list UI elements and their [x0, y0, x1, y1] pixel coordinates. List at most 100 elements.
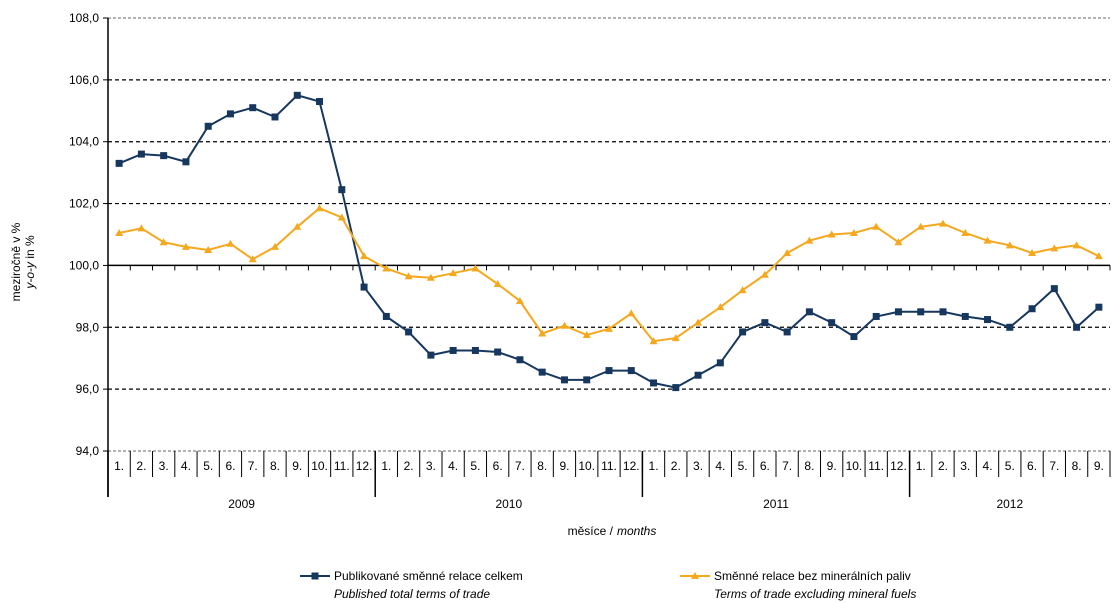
data-point-published — [605, 367, 613, 375]
month-label: 12. — [623, 459, 640, 473]
month-label: 3. — [960, 459, 970, 473]
data-point-published — [694, 371, 702, 379]
y-axis-title-en-italic: y-o-y — [23, 261, 37, 290]
data-point-published — [382, 312, 390, 320]
year-label: 2009 — [228, 497, 255, 511]
series-line-excl-fuels — [118, 207, 1100, 343]
data-point-published — [739, 328, 747, 336]
data-point-published — [226, 110, 234, 118]
data-point-excl-fuels — [894, 238, 903, 246]
data-point-published — [516, 356, 524, 364]
y-tick-label: 94,0 — [76, 444, 100, 458]
data-point-excl-fuels — [315, 204, 324, 212]
month-label: 4. — [715, 459, 725, 473]
month-label: 7. — [782, 459, 792, 473]
data-point-published — [271, 113, 279, 121]
data-point-excl-fuels — [360, 252, 369, 260]
data-point-published — [894, 308, 902, 316]
month-label: 11. — [601, 459, 617, 473]
y-tick-label: 98,0 — [76, 320, 100, 334]
y-tick-label: 102,0 — [69, 197, 99, 211]
month-label: 10. — [846, 459, 863, 473]
month-label: 3. — [693, 459, 703, 473]
data-point-excl-fuels — [849, 228, 858, 236]
data-point-published — [850, 333, 858, 341]
data-point-excl-fuels — [582, 331, 591, 339]
y-tick-label: 106,0 — [69, 73, 99, 87]
month-label: 11. — [334, 459, 350, 473]
data-point-excl-fuels — [538, 329, 547, 337]
month-label: 12. — [356, 459, 373, 473]
data-point-excl-fuels — [271, 242, 279, 250]
data-point-published — [783, 328, 791, 336]
data-point-published — [249, 104, 257, 112]
month-label: 9. — [1094, 459, 1104, 473]
month-label: 1. — [649, 459, 659, 473]
data-point-excl-fuels — [916, 222, 925, 230]
month-label: 2. — [671, 459, 681, 473]
month-label: 2. — [136, 459, 146, 473]
month-label: 7. — [515, 459, 525, 473]
data-point-excl-fuels — [449, 269, 458, 277]
month-label: 9. — [292, 459, 302, 473]
data-point-excl-fuels — [404, 272, 413, 280]
data-point-published — [1006, 323, 1014, 331]
x-axis-title-en: months — [617, 524, 656, 538]
month-label: 6. — [493, 459, 503, 473]
data-point-published — [360, 283, 368, 291]
month-label: 7. — [248, 459, 258, 473]
data-point-published — [1028, 305, 1036, 313]
y-tick-label: 108,0 — [69, 11, 99, 25]
data-point-excl-fuels — [671, 334, 680, 342]
data-point-published — [1050, 285, 1058, 293]
data-point-excl-fuels — [159, 238, 168, 246]
data-point-excl-fuels — [515, 296, 524, 304]
data-point-published — [405, 328, 413, 336]
data-point-published — [805, 308, 813, 316]
data-point-excl-fuels — [248, 255, 257, 263]
month-label: 12. — [890, 459, 907, 473]
month-label: 4. — [448, 459, 458, 473]
data-point-excl-fuels — [1028, 249, 1037, 257]
month-label: 7. — [1049, 459, 1059, 473]
y-axis-title-en: y-o-y in % — [23, 235, 37, 290]
data-point-excl-fuels — [1050, 244, 1059, 252]
y-tick-label: 100,0 — [69, 258, 99, 272]
data-point-excl-fuels — [872, 222, 881, 230]
month-label: 4. — [181, 459, 191, 473]
x-category-axis: 1. 2. 3. 4. 5. 6. 7. 8. 9. 10. 11. 12. 1. 2. 3. 4. 5. 6. 7… — [107, 451, 1111, 511]
data-point-published — [449, 346, 457, 354]
y-axis-title-en-rest: in % — [23, 235, 37, 262]
series-line-published — [118, 94, 1100, 389]
month-label: 10. — [311, 459, 328, 473]
month-label: 1. — [114, 459, 124, 473]
data-point-excl-fuels — [426, 273, 435, 281]
data-point-excl-fuels — [827, 230, 836, 238]
month-label: 4. — [983, 459, 993, 473]
data-point-excl-fuels — [1072, 241, 1081, 249]
data-point-excl-fuels — [382, 264, 391, 272]
data-point-published — [1095, 303, 1103, 311]
month-label: 5. — [738, 459, 748, 473]
data-point-published — [939, 308, 947, 316]
data-point-published — [316, 98, 324, 106]
data-point-published — [961, 312, 969, 320]
data-point-published — [560, 376, 568, 384]
data-point-published — [627, 367, 635, 375]
data-point-published — [1073, 323, 1081, 331]
data-point-excl-fuels — [1094, 252, 1103, 260]
data-point-excl-fuels — [181, 242, 190, 250]
data-point-excl-fuels — [983, 236, 992, 244]
data-point-excl-fuels — [560, 321, 569, 329]
data-point-excl-fuels — [760, 270, 769, 278]
month-label: 5. — [1005, 459, 1015, 473]
y-tick-label: 96,0 — [76, 382, 100, 396]
month-label: 3. — [426, 459, 436, 473]
month-label: 6. — [225, 459, 235, 473]
data-point-published — [984, 316, 992, 324]
month-label: 9. — [827, 459, 837, 473]
data-point-excl-fuels — [226, 239, 235, 247]
data-point-published — [182, 158, 190, 166]
data-point-excl-fuels — [805, 236, 814, 244]
data-point-excl-fuels — [137, 224, 146, 232]
